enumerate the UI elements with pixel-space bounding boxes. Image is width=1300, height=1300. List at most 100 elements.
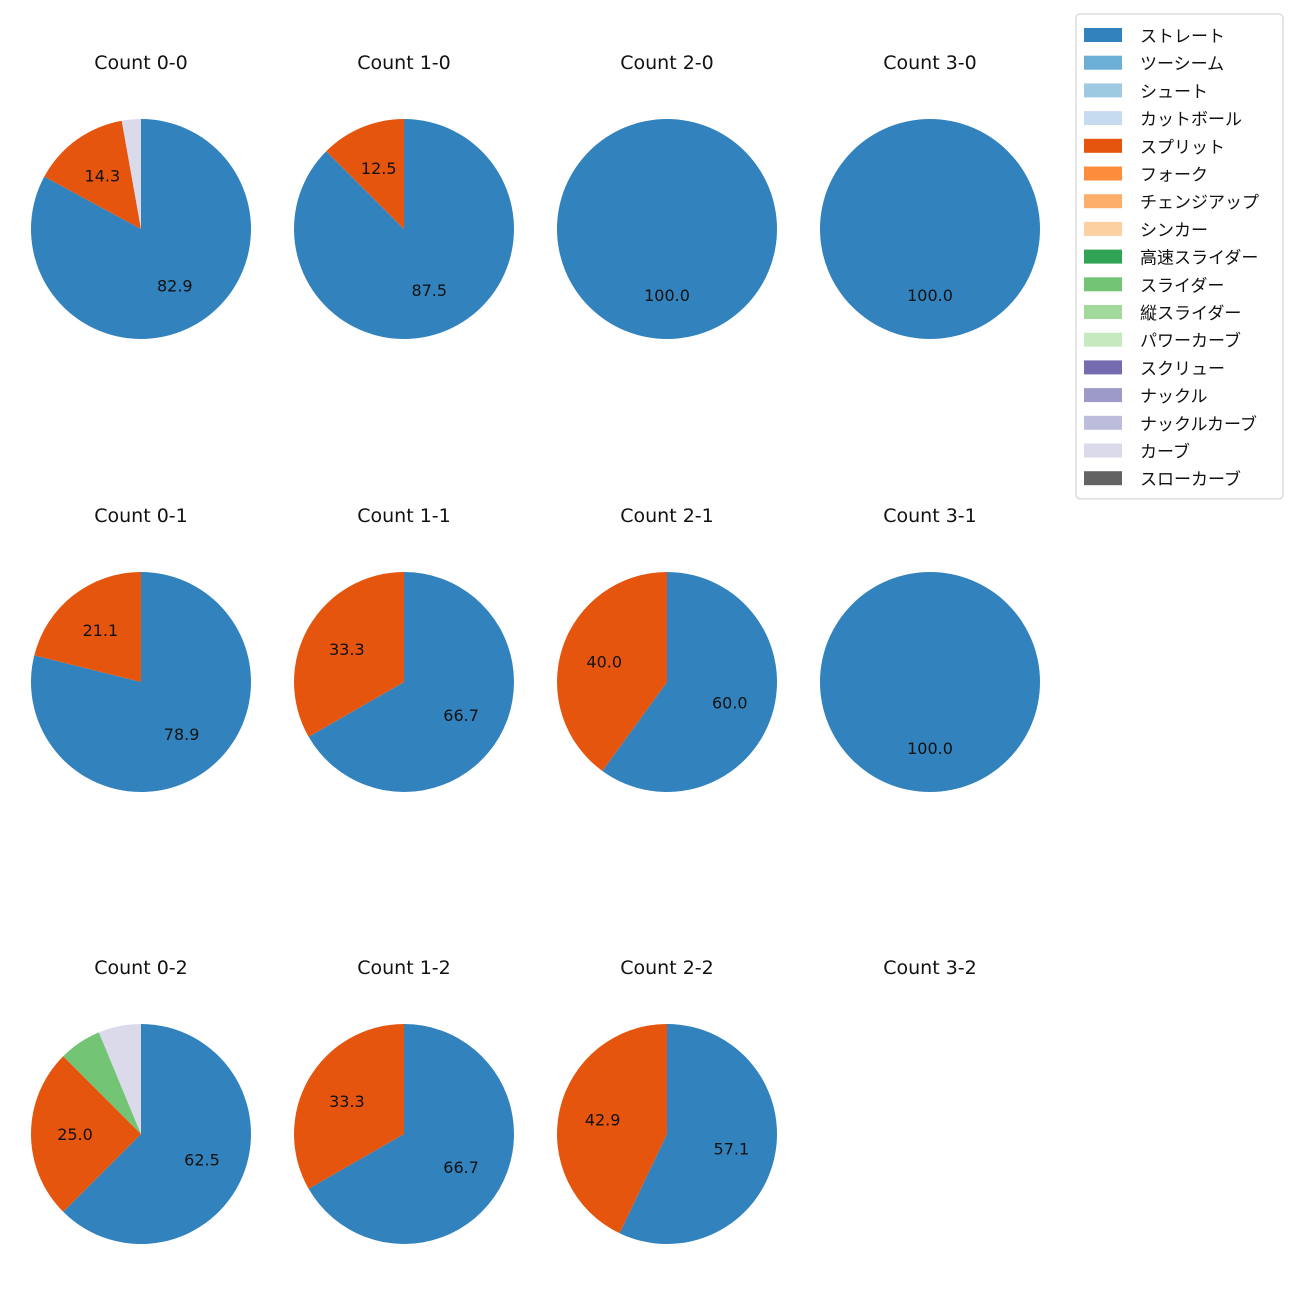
pie-slice bbox=[121, 119, 141, 229]
legend-entry: シンカー bbox=[1140, 221, 1208, 241]
pie-slice bbox=[31, 1056, 141, 1212]
pie-count-0-1: Count 0-1 78.9 21.1 bbox=[31, 505, 252, 792]
pie-slice-label: 25.0 bbox=[57, 1125, 93, 1144]
legend-swatch bbox=[1084, 166, 1122, 181]
pie-slice bbox=[294, 1024, 404, 1189]
legend-swatch bbox=[1084, 415, 1122, 430]
legend-entry: スクリュー bbox=[1140, 359, 1225, 379]
pie-slice-label: 14.3 bbox=[85, 166, 121, 185]
pie-title: Count 2-1 bbox=[620, 505, 714, 527]
legend-swatch bbox=[1084, 332, 1122, 347]
legend-entry: チェンジアップ bbox=[1140, 193, 1259, 213]
pie-count-1-1: Count 1-1 66.7 33.3 bbox=[293, 505, 514, 792]
pie-slice-label: 66.7 bbox=[443, 1158, 479, 1177]
legend-swatch bbox=[1084, 28, 1122, 42]
legend-entry: 縦スライダー bbox=[1140, 304, 1241, 324]
pie-count-1-2: Count 1-2 66.7 33.3 bbox=[294, 957, 514, 1245]
legend-entry: ナックルカーブ bbox=[1140, 414, 1257, 435]
pie-count-2-1: Count 2-1 60.0 40.0 bbox=[557, 505, 777, 793]
pie-slice bbox=[557, 1024, 667, 1234]
pie-slice-label: 62.5 bbox=[184, 1150, 220, 1169]
legend-swatch bbox=[1084, 305, 1122, 319]
pie-slice-label: 33.3 bbox=[329, 640, 365, 659]
pie-slice bbox=[34, 572, 142, 682]
pie-count-2-0: Count 2-0 100.0 bbox=[557, 52, 777, 339]
legend-entry: スローカーブ bbox=[1140, 469, 1241, 490]
pie-slice-label: 42.9 bbox=[585, 1110, 621, 1129]
pie-slice bbox=[308, 1024, 514, 1245]
legend-entry: ツーシーム bbox=[1140, 55, 1224, 75]
legend-swatch bbox=[1084, 194, 1122, 209]
pie-title: Count 3-1 bbox=[883, 505, 977, 527]
legend-entry: スプリット bbox=[1140, 138, 1225, 158]
legend-entry: 高速スライダー bbox=[1140, 249, 1258, 269]
legend-swatch bbox=[1084, 83, 1122, 98]
pie-title: Count 3-0 bbox=[883, 52, 977, 74]
legend-swatch bbox=[1084, 138, 1122, 153]
pie-count-3-2: Count 3-2 bbox=[883, 957, 977, 979]
pie-title: Count 2-2 bbox=[620, 957, 714, 979]
pie-slice-label: 82.9 bbox=[157, 277, 193, 296]
legend: ストレートツーシームシュートカットボールスプリットフォークチェンジアップシンカー… bbox=[1075, 13, 1284, 500]
pie-title: Count 3-2 bbox=[883, 957, 977, 979]
pie-count-3-0: Count 3-0 100.0 bbox=[820, 52, 1040, 339]
legend-entry: フォーク bbox=[1140, 166, 1208, 186]
pie-title: Count 0-2 bbox=[94, 957, 188, 979]
legend-entry: カットボール bbox=[1140, 110, 1242, 130]
pie-title: Count 1-2 bbox=[357, 957, 451, 979]
legend-swatch bbox=[1084, 55, 1122, 70]
legend-entry: ナックル bbox=[1140, 387, 1208, 407]
pie-slice bbox=[326, 119, 404, 229]
pie-slice bbox=[30, 119, 251, 339]
pie-slice bbox=[63, 1032, 141, 1134]
pie-slice bbox=[557, 119, 777, 339]
pie-slice bbox=[820, 119, 1040, 339]
pie-slice bbox=[98, 1024, 141, 1134]
legend-swatch bbox=[1084, 111, 1122, 126]
legend-swatch bbox=[1084, 221, 1122, 236]
pie-title: Count 1-1 bbox=[357, 505, 451, 527]
pie-slice-label: 21.1 bbox=[83, 621, 119, 640]
pie-slice-label: 12.5 bbox=[361, 159, 397, 178]
legend-entry: パワーカーブ bbox=[1140, 331, 1241, 352]
pie-slice bbox=[619, 1024, 777, 1244]
pie-slice bbox=[602, 572, 777, 793]
pie-slice bbox=[308, 572, 514, 792]
legend-frame bbox=[1075, 13, 1284, 500]
pie-slice-label: 100.0 bbox=[644, 286, 690, 305]
pie-count-1-0: Count 1-0 87.5 12.5 bbox=[294, 52, 514, 339]
pie-slice bbox=[293, 572, 404, 737]
pie-slice bbox=[63, 1024, 252, 1244]
pie-count-0-2: Count 0-2 62.5 25.0 bbox=[31, 957, 252, 1244]
pie-title: Count 2-0 bbox=[620, 52, 714, 74]
pie-slice-label: 33.3 bbox=[329, 1092, 365, 1111]
legend-entry: カーブ bbox=[1140, 442, 1190, 463]
pie-count-2-2: Count 2-2 57.1 42.9 bbox=[557, 957, 777, 1244]
pie-slice bbox=[820, 572, 1040, 792]
pie-slice-label: 40.0 bbox=[586, 653, 622, 672]
pie-slice-label: 100.0 bbox=[907, 739, 953, 758]
pie-count-0-0: Count 0-0 82.9 14.3 bbox=[30, 52, 251, 339]
pie-count-3-1: Count 3-1 100.0 bbox=[820, 505, 1040, 792]
legend-swatch bbox=[1084, 249, 1122, 264]
pie-title: Count 0-0 bbox=[94, 52, 188, 74]
pie-title: Count 0-1 bbox=[94, 505, 188, 527]
pie-slice-label: 60.0 bbox=[712, 693, 748, 712]
legend-swatch bbox=[1084, 388, 1122, 403]
legend-entry: ストレート bbox=[1140, 27, 1225, 47]
pie-slice-label: 78.9 bbox=[164, 725, 200, 744]
pie-slice bbox=[557, 572, 667, 771]
legend-swatch bbox=[1084, 360, 1122, 375]
legend-swatch bbox=[1084, 471, 1122, 486]
legend-swatch bbox=[1084, 443, 1122, 458]
pie-slice-label: 57.1 bbox=[714, 1140, 750, 1159]
legend-entry: シュート bbox=[1140, 82, 1208, 102]
legend-entry: スライダー bbox=[1140, 276, 1224, 296]
pie-slice bbox=[44, 120, 141, 229]
pie-slice-label: 87.5 bbox=[411, 281, 447, 300]
pie-slice-label: 66.7 bbox=[443, 706, 479, 725]
pie-slice-label: 100.0 bbox=[907, 286, 953, 305]
pie-title: Count 1-0 bbox=[357, 52, 451, 74]
legend-swatch bbox=[1084, 277, 1122, 292]
